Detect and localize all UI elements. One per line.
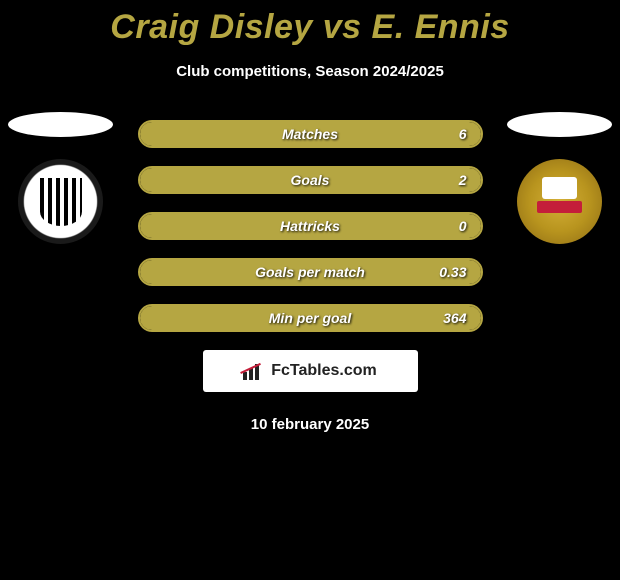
player-right-badge — [507, 112, 612, 244]
stat-row-goals: Goals 2 — [138, 166, 483, 194]
date-label: 10 february 2025 — [0, 416, 620, 433]
subtitle: Club competitions, Season 2024/2025 — [0, 47, 620, 80]
player-left-ellipse — [8, 112, 113, 137]
stat-label: Hattricks — [280, 218, 340, 234]
club-crest-grimsby — [18, 159, 103, 244]
stat-row-matches: Matches 6 — [138, 120, 483, 148]
stat-value-right: 2 — [459, 172, 467, 188]
stat-label: Goals per match — [255, 264, 365, 280]
stat-value-right: 0 — [459, 218, 467, 234]
stat-row-min-per-goal: Min per goal 364 — [138, 304, 483, 332]
player-right-ellipse — [507, 112, 612, 137]
comparison-content: Matches 6 Goals 2 Hattricks 0 Goals per … — [0, 120, 620, 433]
brand-label: FcTables.com — [271, 362, 377, 380]
stat-rows: Matches 6 Goals 2 Hattricks 0 Goals per … — [138, 120, 483, 332]
stat-value-right: 0.33 — [439, 264, 466, 280]
stat-value-right: 6 — [459, 126, 467, 142]
club-crest-doncaster — [517, 159, 602, 244]
stat-row-hattricks: Hattricks 0 — [138, 212, 483, 240]
chart-icon — [243, 362, 265, 380]
stat-value-right: 364 — [443, 310, 466, 326]
stat-label: Goals — [291, 172, 330, 188]
page-title: Craig Disley vs E. Ennis — [0, 0, 620, 47]
stat-row-goals-per-match: Goals per match 0.33 — [138, 258, 483, 286]
stat-label: Min per goal — [269, 310, 351, 326]
player-left-badge — [8, 112, 113, 244]
brand-box[interactable]: FcTables.com — [203, 350, 418, 392]
stat-label: Matches — [282, 126, 338, 142]
